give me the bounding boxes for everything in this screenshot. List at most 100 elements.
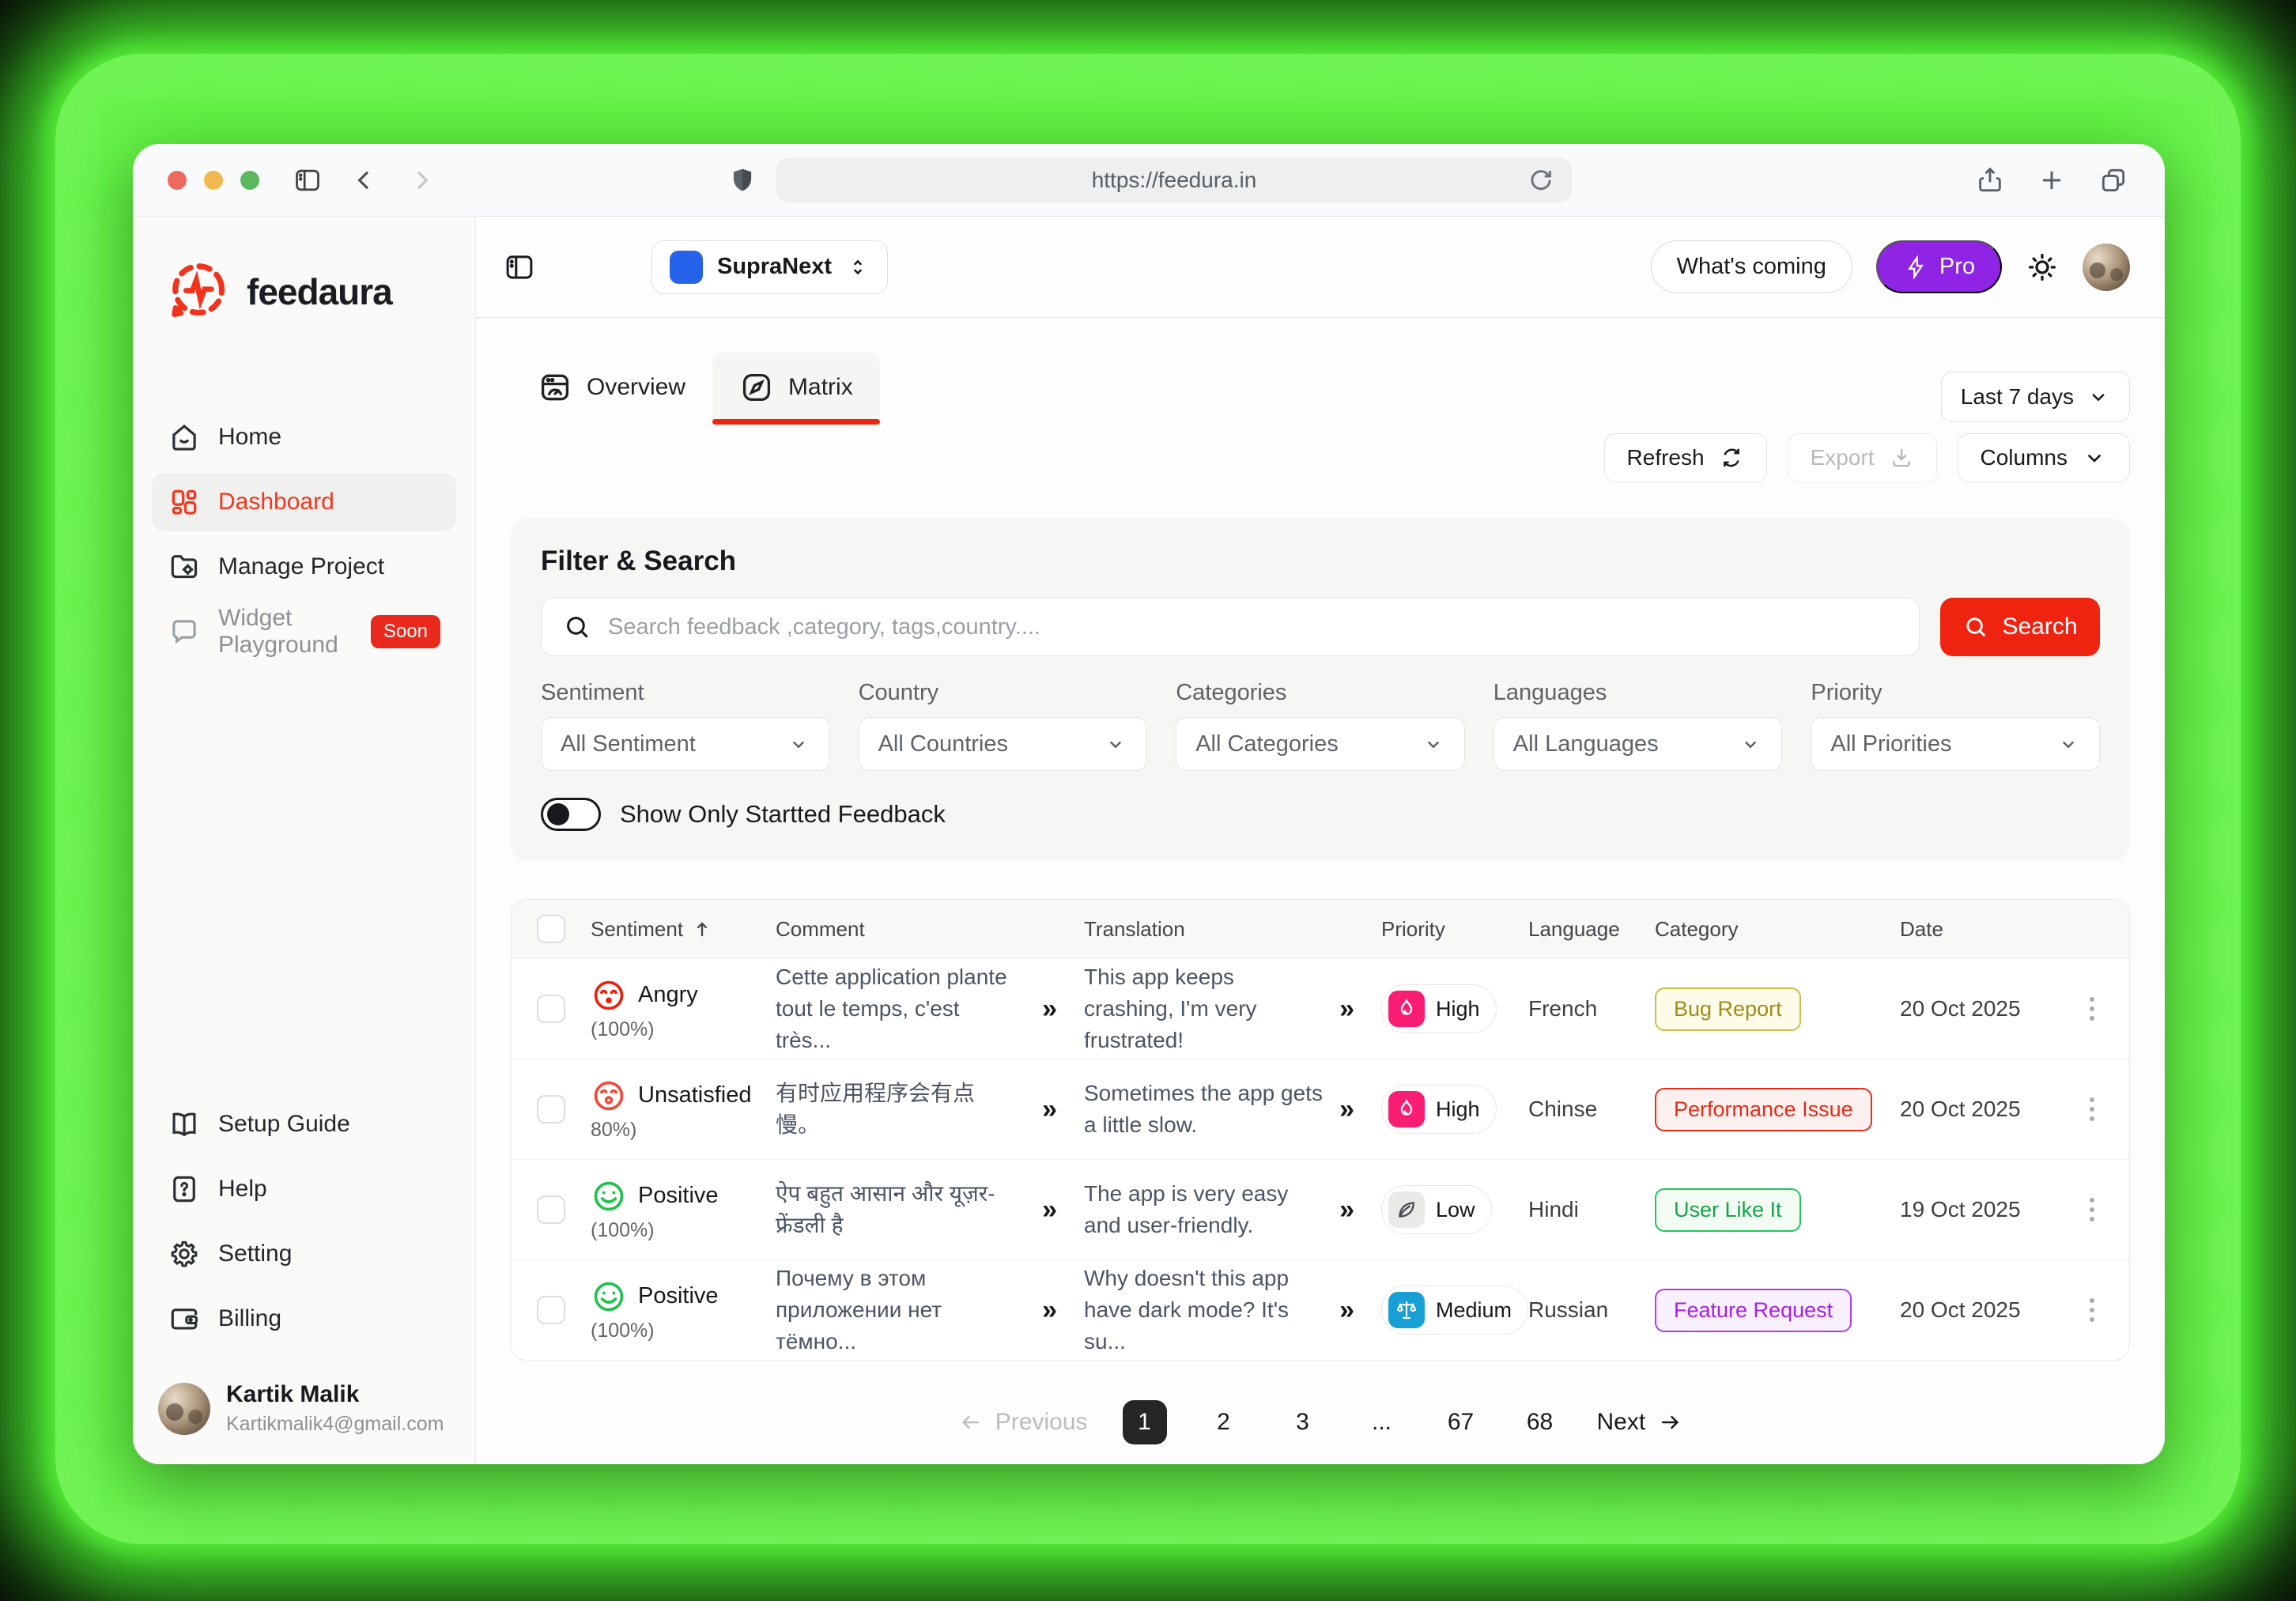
- filter-field-sentiment: Sentiment All Sentiment: [541, 680, 830, 771]
- select-all-checkbox[interactable]: [537, 915, 565, 943]
- row-checkbox[interactable]: [537, 1195, 565, 1224]
- tab-matrix[interactable]: Matrix: [712, 353, 880, 425]
- filter-label: Languages: [1493, 680, 1607, 705]
- chat-bubble-icon: [172, 620, 196, 644]
- app-logo[interactable]: feedaura: [152, 245, 456, 326]
- row-menu-kebab-icon[interactable]: [2082, 1190, 2102, 1229]
- lightning-icon: [1907, 254, 1924, 280]
- refresh-button[interactable]: Refresh: [1603, 433, 1767, 482]
- expand-comment-icon[interactable]: »: [1042, 1194, 1057, 1225]
- search-field[interactable]: [541, 598, 1920, 656]
- expand-comment-icon[interactable]: »: [1042, 993, 1057, 1024]
- main-content: SupraNext What's coming Pro: [476, 217, 2165, 1464]
- overview-gauge-icon: [541, 374, 569, 401]
- header-sentiment[interactable]: Sentiment: [591, 917, 776, 942]
- sentiment-label: Positive: [638, 1283, 719, 1308]
- expand-translation-icon[interactable]: »: [1339, 1093, 1354, 1124]
- row-menu-kebab-icon[interactable]: [2082, 1089, 2102, 1129]
- sidebar-item-label: Billing: [218, 1305, 282, 1331]
- sentiment-label: Positive: [638, 1183, 719, 1208]
- zoom-window-button[interactable]: [240, 170, 259, 190]
- back-button-icon[interactable]: [348, 164, 381, 197]
- comment-text: Cette application plante tout le temps, …: [776, 965, 1007, 1052]
- book-icon: [172, 1112, 196, 1137]
- page-button-1[interactable]: 1: [1122, 1400, 1167, 1444]
- sentiment-select[interactable]: All Sentiment: [541, 717, 830, 771]
- expand-translation-icon[interactable]: »: [1339, 1294, 1354, 1325]
- whats-coming-button[interactable]: What's coming: [1650, 240, 1852, 293]
- sidebar-item-widget-playground[interactable]: Widget Playground Soon: [152, 602, 456, 661]
- chevron-down-icon: [1745, 741, 1757, 749]
- forward-button-icon[interactable]: [405, 164, 438, 197]
- tab-overview[interactable]: Overview: [511, 353, 712, 422]
- user-profile[interactable]: Kartik Malik Kartikmalik4@gmail.com: [152, 1361, 456, 1436]
- search-input[interactable]: [608, 614, 1898, 640]
- theme-toggle-sun-icon[interactable]: [2026, 251, 2059, 284]
- category-badge: Feature Request: [1655, 1288, 1852, 1332]
- sidebar-item-setting[interactable]: Setting: [152, 1225, 456, 1283]
- header-avatar[interactable]: [2083, 243, 2130, 291]
- sidebar-item-billing[interactable]: Billing: [152, 1289, 456, 1348]
- columns-button[interactable]: Columns: [1957, 433, 2130, 482]
- row-checkbox[interactable]: [537, 1296, 565, 1324]
- country-select[interactable]: All Countries: [858, 717, 1148, 771]
- address-bar[interactable]: https://feedura.in: [776, 157, 1572, 202]
- sidebar-item-help[interactable]: Help: [152, 1160, 456, 1218]
- page-button-3[interactable]: 3: [1296, 1409, 1309, 1435]
- expand-comment-icon[interactable]: »: [1042, 1294, 1057, 1325]
- sidebar-item-manage-project[interactable]: Manage Project: [152, 538, 456, 596]
- columns-label: Columns: [1980, 445, 2068, 470]
- translation-text: The app is very easy and user-friendly.: [1084, 1181, 1289, 1237]
- page-button-68[interactable]: 68: [1526, 1409, 1554, 1435]
- reload-icon[interactable]: [1524, 164, 1558, 197]
- refresh-icon: [1723, 448, 1739, 467]
- next-label: Next: [1596, 1409, 1646, 1435]
- chevron-down-icon: [1427, 741, 1439, 749]
- close-window-button[interactable]: [168, 170, 187, 190]
- row-checkbox[interactable]: [537, 1095, 565, 1123]
- browser-sidebar-toggle-icon[interactable]: [291, 164, 324, 197]
- pro-button[interactable]: Pro: [1875, 240, 2002, 293]
- language-value: French: [1528, 996, 1598, 1021]
- matrix-compass-icon: [742, 373, 771, 402]
- row-checkbox[interactable]: [537, 995, 565, 1023]
- started-feedback-toggle[interactable]: [541, 798, 601, 831]
- help-icon: [173, 1176, 195, 1203]
- pagination: Previous 1 2 3 ... 67 68 Next: [511, 1400, 2130, 1464]
- share-icon[interactable]: [1973, 164, 2007, 197]
- languages-select[interactable]: All Languages: [1493, 717, 1783, 771]
- categories-select[interactable]: All Categories: [1176, 717, 1465, 771]
- expand-translation-icon[interactable]: »: [1339, 993, 1354, 1024]
- sidebar-item-home[interactable]: Home: [152, 408, 456, 466]
- project-switcher[interactable]: SupraNext: [651, 240, 889, 294]
- tab-overview-icon[interactable]: [2097, 164, 2130, 197]
- app-sidebar-toggle-icon[interactable]: [503, 251, 536, 284]
- expand-comment-icon[interactable]: »: [1042, 1093, 1057, 1124]
- page-ellipsis: ...: [1372, 1409, 1392, 1435]
- new-tab-icon[interactable]: [2035, 164, 2068, 197]
- sidebar-item-setup-guide[interactable]: Setup Guide: [152, 1095, 456, 1154]
- filter-search-panel: Filter & Search Search: [511, 519, 2130, 861]
- row-menu-kebab-icon[interactable]: [2082, 989, 2102, 1029]
- previous-page-button[interactable]: Previous: [959, 1409, 1088, 1436]
- export-button[interactable]: Export: [1787, 433, 1937, 482]
- comment-text: ऐप बहुत आसान और यूज़र-फ्रेंडली है: [776, 1181, 995, 1237]
- chevron-down-icon: [2092, 393, 2105, 402]
- project-color-swatch: [670, 250, 703, 284]
- row-menu-kebab-icon[interactable]: [2082, 1290, 2102, 1330]
- privacy-shield-icon[interactable]: [726, 164, 759, 197]
- minimize-window-button[interactable]: [204, 170, 223, 190]
- search-button[interactable]: Search: [1940, 598, 2100, 656]
- date-range-select[interactable]: Last 7 days: [1940, 372, 2130, 422]
- search-icon: [567, 617, 588, 638]
- next-page-button[interactable]: Next: [1597, 1409, 1682, 1436]
- header-priority: Priority: [1381, 916, 1445, 941]
- page-button-2[interactable]: 2: [1217, 1409, 1230, 1435]
- sidebar-item-dashboard[interactable]: Dashboard: [152, 473, 456, 531]
- header-comment: Comment: [776, 916, 865, 941]
- page-button-67[interactable]: 67: [1447, 1409, 1475, 1435]
- previous-label: Previous: [995, 1409, 1088, 1435]
- expand-translation-icon[interactable]: »: [1339, 1194, 1354, 1225]
- priority-select[interactable]: All Priorities: [1811, 717, 2100, 771]
- sidebar-item-label: Home: [218, 424, 282, 450]
